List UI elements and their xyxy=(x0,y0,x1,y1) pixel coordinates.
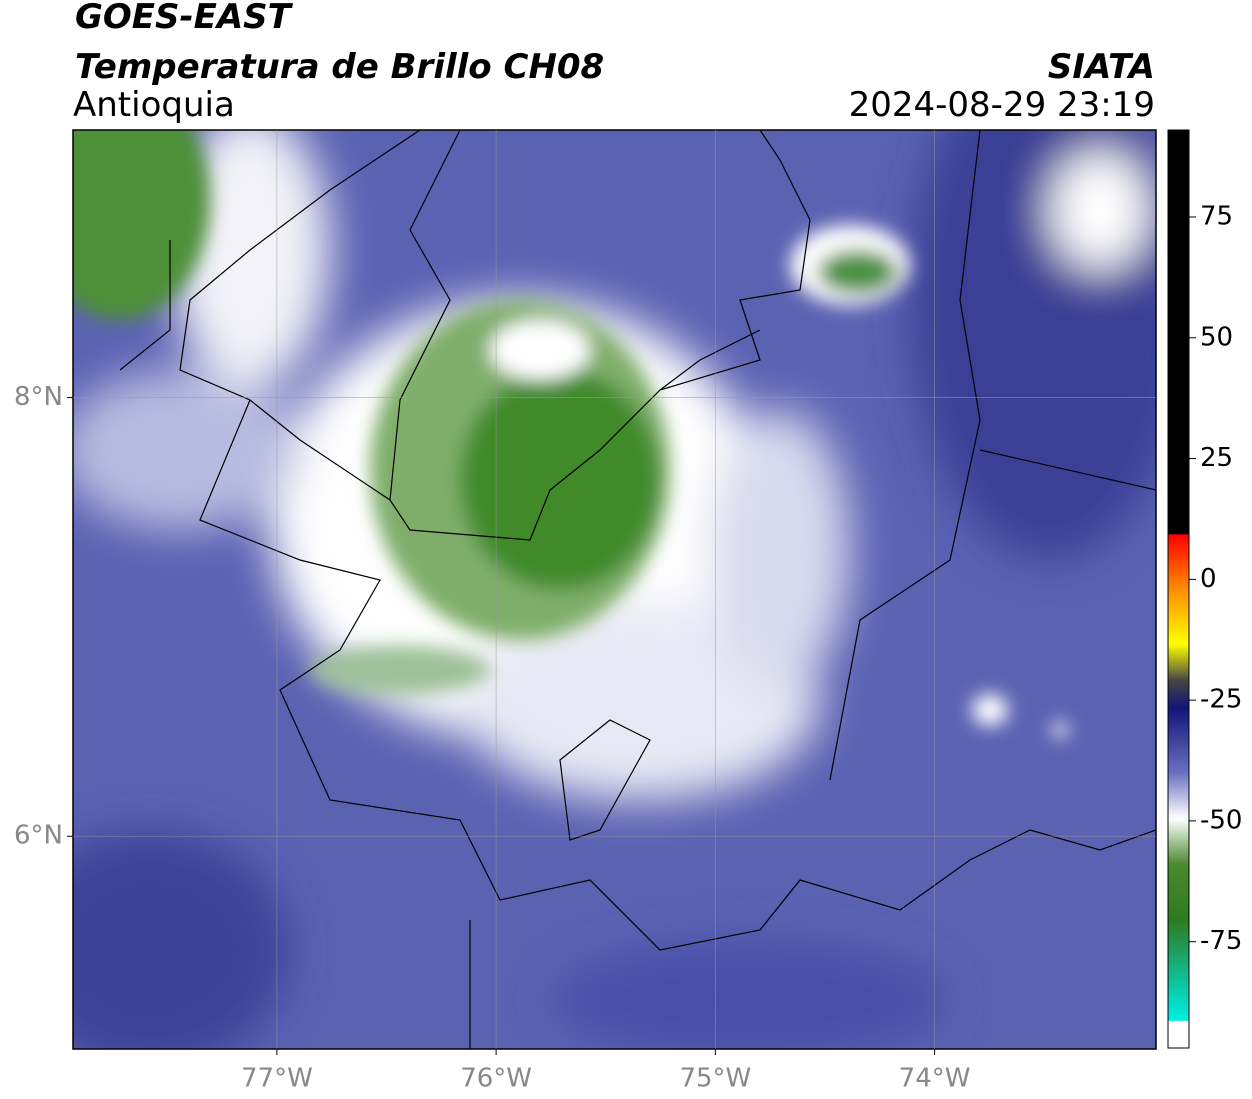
map-frame xyxy=(72,129,1157,1050)
colorbar xyxy=(1167,129,1190,1049)
colorbar-tick-label: -50 xyxy=(1200,805,1242,835)
colorbar-tick-label: 50 xyxy=(1200,322,1233,352)
y-tick-label: 6°N xyxy=(14,821,63,851)
subtitle: Temperatura de Brillo CH08 xyxy=(75,47,604,87)
datetime: 2024-08-29 23:19 xyxy=(849,85,1155,125)
x-tick-label: 76°W xyxy=(460,1064,532,1094)
colorbar-tick-label: -25 xyxy=(1200,685,1242,715)
region: Antioquia xyxy=(73,85,235,125)
colorbar-tick-label: -75 xyxy=(1200,926,1242,956)
title: GOES-EAST xyxy=(75,0,294,37)
source: SIATA xyxy=(1048,47,1155,87)
x-tick-label: 75°W xyxy=(679,1064,751,1094)
colorbar-tick-label: 0 xyxy=(1200,564,1217,594)
colorbar-tick-label: 75 xyxy=(1200,201,1233,231)
x-tick-label: 77°W xyxy=(241,1064,313,1094)
y-tick-label: 8°N xyxy=(14,382,63,412)
imagery xyxy=(73,130,1156,1049)
colorbar-tick-label: 25 xyxy=(1200,443,1233,473)
x-tick-label: 74°W xyxy=(899,1064,971,1094)
